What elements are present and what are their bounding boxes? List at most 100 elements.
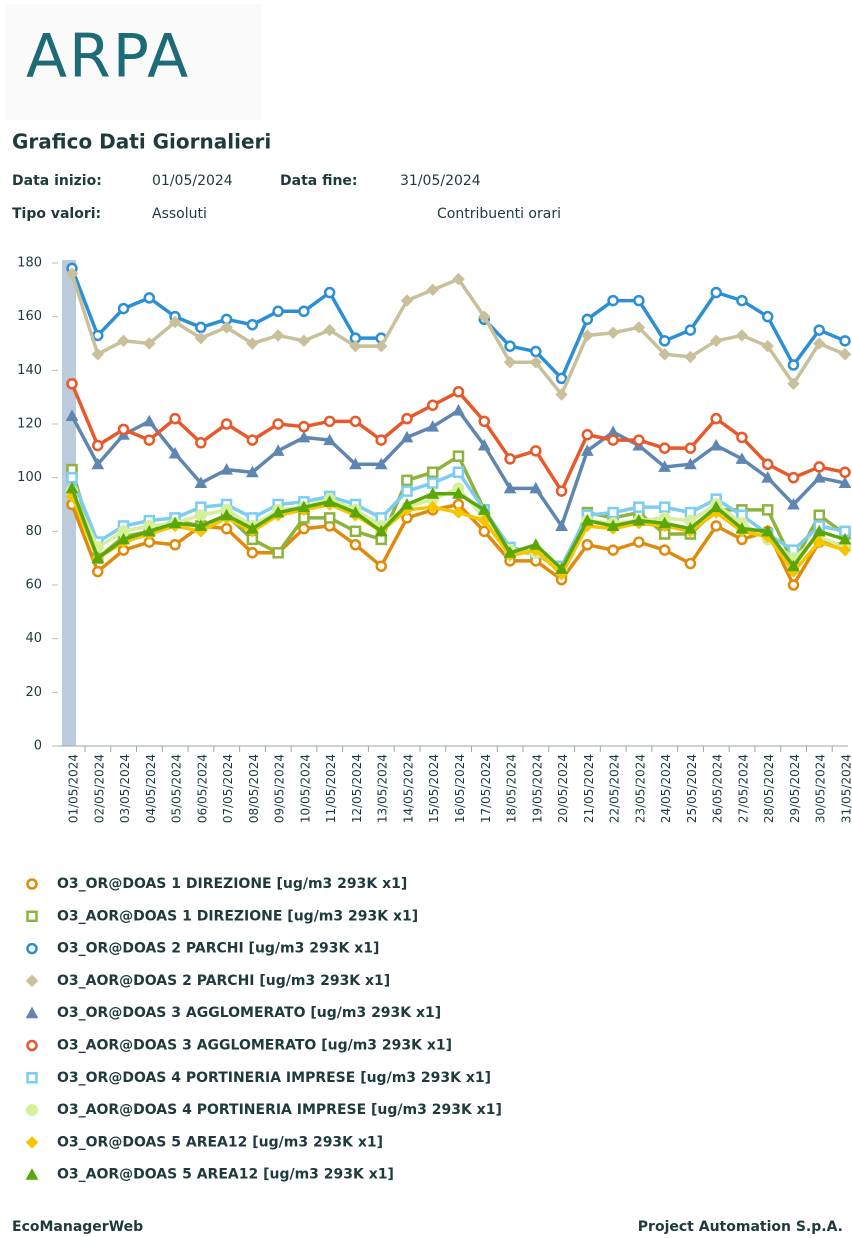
marker bbox=[504, 453, 516, 465]
x-tick-label: 13/05/2024 bbox=[376, 754, 390, 823]
marker bbox=[761, 524, 775, 537]
marker bbox=[323, 323, 336, 337]
marker bbox=[117, 532, 130, 545]
marker bbox=[194, 476, 208, 489]
marker bbox=[323, 495, 337, 507]
marker bbox=[761, 471, 775, 483]
y-tick-label: 60 bbox=[25, 578, 42, 593]
marker bbox=[92, 565, 104, 578]
marker bbox=[26, 1104, 38, 1117]
marker bbox=[529, 481, 543, 494]
marker bbox=[581, 329, 594, 342]
page-title: Grafico Dati Giornalieri bbox=[12, 130, 271, 154]
legend-label: O3_AOR@DOAS 4 PORTINERIA IMPRESE [ug/m3 … bbox=[57, 1102, 502, 1118]
marker bbox=[478, 310, 491, 323]
marker bbox=[297, 334, 311, 348]
marker bbox=[503, 481, 517, 494]
y-tick-label: 160 bbox=[17, 309, 42, 324]
marker bbox=[400, 497, 414, 510]
marker bbox=[65, 481, 79, 494]
marker bbox=[168, 315, 182, 329]
marker bbox=[452, 386, 465, 398]
marker bbox=[839, 466, 851, 479]
x-tick-label: 04/05/2024 bbox=[144, 754, 158, 823]
marker bbox=[25, 1136, 39, 1149]
marker bbox=[220, 321, 233, 334]
marker bbox=[271, 506, 285, 518]
marker bbox=[580, 514, 594, 526]
marker bbox=[272, 547, 284, 559]
marker bbox=[25, 1006, 39, 1019]
marker bbox=[633, 501, 645, 513]
marker bbox=[92, 329, 104, 342]
marker bbox=[787, 579, 800, 591]
marker bbox=[813, 535, 826, 549]
marker bbox=[426, 477, 439, 489]
marker bbox=[555, 485, 568, 497]
marker bbox=[25, 974, 39, 988]
marker bbox=[426, 283, 439, 297]
x-tick-label: 08/05/2024 bbox=[247, 754, 261, 823]
marker bbox=[374, 524, 388, 537]
x-tick-label: 19/05/2024 bbox=[530, 754, 544, 823]
marker bbox=[168, 446, 182, 459]
marker bbox=[633, 294, 645, 307]
marker bbox=[298, 305, 310, 318]
marker bbox=[349, 525, 362, 538]
y-tick-label: 0 bbox=[34, 739, 42, 754]
marker bbox=[684, 350, 697, 364]
marker bbox=[735, 329, 749, 342]
marker bbox=[142, 414, 156, 427]
marker bbox=[220, 418, 233, 430]
marker bbox=[813, 461, 825, 473]
marker bbox=[555, 372, 568, 385]
legend-label: O3_AOR@DOAS 2 PARCHI [ug/m3 293K x1] bbox=[57, 973, 390, 989]
marker bbox=[195, 437, 207, 449]
marker bbox=[477, 438, 491, 451]
marker bbox=[838, 543, 852, 557]
marker bbox=[684, 522, 697, 534]
marker bbox=[606, 326, 620, 339]
marker bbox=[272, 418, 284, 430]
marker bbox=[298, 420, 310, 433]
marker bbox=[323, 512, 336, 524]
marker bbox=[530, 445, 542, 457]
x-tick-label: 15/05/2024 bbox=[427, 754, 441, 823]
marker bbox=[812, 524, 826, 537]
marker bbox=[452, 450, 465, 462]
marker bbox=[168, 516, 182, 529]
marker bbox=[246, 547, 259, 559]
marker bbox=[709, 334, 723, 348]
y-tick-label: 20 bbox=[25, 685, 42, 700]
logo-box bbox=[6, 4, 262, 120]
marker bbox=[169, 539, 181, 551]
marker bbox=[633, 434, 645, 446]
marker bbox=[220, 508, 233, 521]
marker bbox=[92, 439, 104, 452]
marker bbox=[555, 388, 568, 401]
marker bbox=[452, 404, 465, 416]
marker bbox=[194, 331, 208, 345]
marker bbox=[117, 423, 130, 436]
marker bbox=[787, 497, 800, 510]
x-tick-label: 18/05/2024 bbox=[505, 754, 519, 823]
marker bbox=[658, 516, 671, 529]
marker bbox=[26, 878, 38, 890]
marker bbox=[400, 430, 414, 443]
marker bbox=[298, 522, 310, 535]
marker bbox=[323, 433, 337, 446]
marker bbox=[452, 487, 465, 499]
marker bbox=[478, 525, 491, 538]
marker bbox=[272, 305, 284, 318]
x-tick-label: 31/05/2024 bbox=[840, 754, 852, 823]
marker bbox=[761, 310, 774, 323]
marker bbox=[838, 476, 852, 489]
marker bbox=[710, 520, 722, 532]
marker bbox=[26, 1072, 38, 1084]
x-tick-label: 22/05/2024 bbox=[608, 754, 622, 823]
legend-label: O3_OR@DOAS 4 PORTINERIA IMPRESE [ug/m3 2… bbox=[57, 1070, 491, 1086]
marker bbox=[606, 519, 620, 531]
marker bbox=[787, 359, 800, 371]
field-value: Contribuenti orari bbox=[437, 206, 561, 222]
marker bbox=[658, 460, 671, 472]
